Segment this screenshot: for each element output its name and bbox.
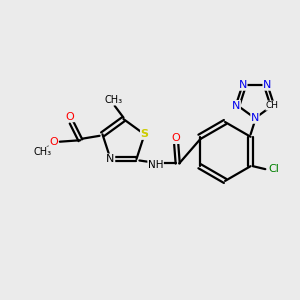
Text: N: N [263,80,272,90]
Text: NH: NH [148,160,164,170]
Text: CH: CH [266,101,279,110]
Text: Cl: Cl [269,164,280,174]
Text: N: N [251,113,259,123]
Text: CH₃: CH₃ [104,95,122,105]
Text: N: N [238,80,247,90]
Text: S: S [140,129,148,139]
Text: N: N [232,100,240,111]
Text: CH₃: CH₃ [33,147,51,157]
Text: O: O [49,137,58,147]
Text: N: N [106,154,115,164]
Text: O: O [66,112,74,122]
Text: O: O [172,134,181,143]
